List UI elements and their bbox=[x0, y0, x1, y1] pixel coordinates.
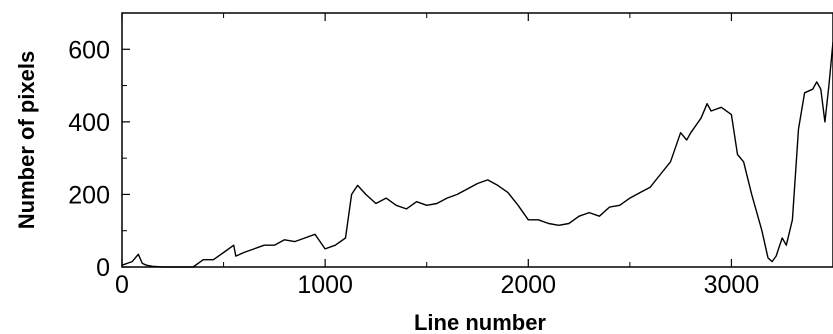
x-tick-label: 1000 bbox=[297, 271, 353, 299]
x-tick-label: 0 bbox=[115, 271, 129, 299]
y-tick-label: 200 bbox=[68, 181, 110, 209]
x-axis-title: Line number bbox=[414, 310, 546, 334]
x-axis-ticks: 0 1000 2000 3000 bbox=[115, 13, 759, 299]
x-tick-label: 2000 bbox=[500, 271, 556, 299]
plot-frame bbox=[121, 12, 833, 268]
x-tick-label: 3000 bbox=[704, 271, 760, 299]
y-tick-label: 0 bbox=[96, 254, 110, 282]
y-tick-label: 400 bbox=[68, 109, 110, 137]
y-tick-label: 600 bbox=[68, 36, 110, 64]
y-axis-title: Number of pixels bbox=[14, 51, 39, 229]
y-axis-ticks: 0 200 400 600 bbox=[68, 36, 130, 282]
series-line bbox=[121, 41, 833, 268]
